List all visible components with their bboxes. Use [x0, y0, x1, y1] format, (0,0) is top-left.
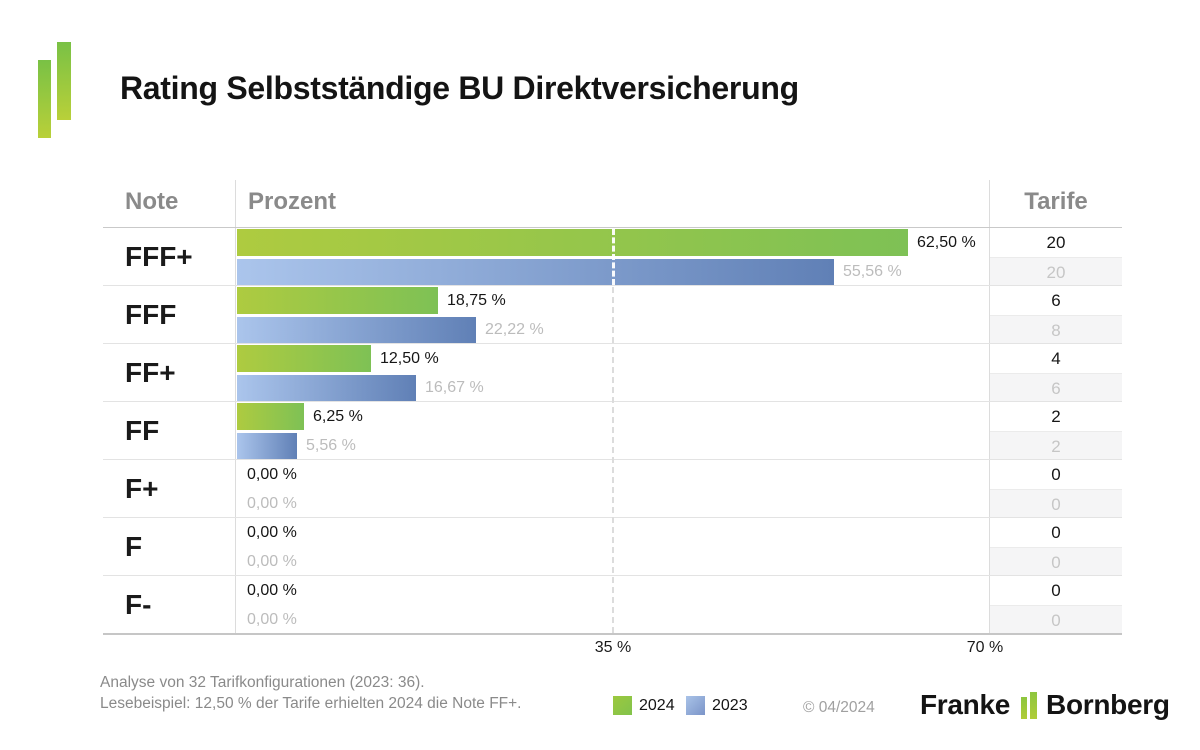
brand-logo-bar-icon [38, 60, 51, 138]
footnote-analysis: Analyse von 32 Tarifkonfigurationen (202… [100, 674, 425, 691]
tarife-cell-2023: 0 [990, 547, 1122, 576]
brand-word-bornberg: Bornberg [1046, 689, 1170, 720]
row-group-FFF+: FFF+ 62,50 % 20 55,56 % 20 [100, 228, 1122, 286]
bar-2023 [237, 259, 834, 285]
tarife-cell-2023: 20 [990, 257, 1122, 286]
gridline-35pct-over-bars [612, 229, 615, 285]
x-axis-tick: 35 % [594, 639, 632, 656]
column-divider [235, 180, 236, 634]
copyright-text: © 04/2024 [803, 699, 875, 716]
bar-label-2023: 16,67 % [425, 379, 484, 396]
bar-2023 [237, 433, 297, 459]
bar-2024 [237, 345, 371, 372]
bar-2024 [237, 403, 304, 430]
note-label: F+ [125, 473, 159, 504]
row-group-F+: F+ 0,00 % 0 0,00 % 0 [100, 460, 1122, 518]
note-label: F [125, 531, 143, 562]
bar-label-2023: 0,00 % [247, 553, 297, 570]
row-group-F: F 0,00 % 0 0,00 % 0 [100, 518, 1122, 576]
note-label: F- [125, 589, 152, 620]
row-group-FF: FF 6,25 % 2 5,56 % 2 [100, 402, 1122, 460]
legend-label-2024: 2024 [639, 697, 675, 714]
rating-table: Note Prozent Tarife FFF+ 62,50 % 20 55,56 %… [100, 180, 1122, 635]
bar-label-2024: 0,00 % [247, 582, 297, 599]
bar-2023 [237, 375, 416, 401]
bar-label-2024: 0,00 % [247, 524, 297, 541]
tarife-cell-2024: 20 [990, 228, 1122, 257]
bar-label-2024: 62,50 % [917, 234, 976, 251]
tarife-cell-2024: 6 [990, 286, 1122, 315]
note-label: FFF+ [125, 241, 193, 272]
row-separator [103, 285, 1122, 286]
bar-label-2023: 0,00 % [247, 611, 297, 628]
row-group-FFF: FFF 18,75 % 6 22,22 % 8 [100, 286, 1122, 344]
bar-2024 [237, 287, 438, 314]
note-label: FFF [125, 299, 177, 330]
tarife-cell-2024: 0 [990, 576, 1122, 605]
bar-label-2023: 55,56 % [843, 263, 902, 280]
legend-label-2023: 2023 [712, 697, 748, 714]
tarife-cell-2023: 2 [990, 431, 1122, 460]
tarife-cell-2023: 6 [990, 373, 1122, 402]
bar-2023 [237, 317, 476, 343]
bar-label-2023: 0,00 % [247, 495, 297, 512]
brand-logo-bars-icon [1019, 688, 1041, 722]
column-header-prozent: Prozent [248, 188, 337, 215]
brand-word-franke: Franke [920, 689, 1011, 720]
note-label: FF+ [125, 357, 176, 388]
bar-label-2024: 12,50 % [380, 350, 439, 367]
note-label: FF [125, 415, 160, 446]
bar-label-2024: 6,25 % [313, 408, 363, 425]
legend-swatch-2023 [686, 696, 705, 715]
column-header-note: Note [125, 188, 179, 215]
footnote-example: Lesebeispiel: 12,50 % der Tarife erhielt… [100, 695, 522, 712]
page-title: Rating Selbstständige BU Direktversicher… [120, 70, 799, 106]
header-divider [103, 227, 1122, 228]
tarife-cell-2024: 0 [990, 518, 1122, 547]
column-divider [989, 180, 990, 634]
franke-bornberg-logo: Franke Bornberg [920, 687, 1170, 723]
tarife-cell-2024: 2 [990, 402, 1122, 431]
row-group-FF+: FF+ 12,50 % 4 16,67 % 6 [100, 344, 1122, 402]
bar-2024 [237, 229, 908, 256]
tarife-cell-2024: 0 [990, 460, 1122, 489]
legend-swatch-2024 [613, 696, 632, 715]
bar-label-2024: 0,00 % [247, 466, 297, 483]
gridline-35pct [612, 287, 614, 633]
row-group-F-: F- 0,00 % 0 0,00 % 0 [100, 576, 1122, 634]
bar-label-2024: 18,75 % [447, 292, 506, 309]
bar-label-2023: 5,56 % [306, 437, 356, 454]
column-header-tarife: Tarife [1024, 188, 1088, 215]
x-axis-tick: 70 % [966, 639, 1004, 656]
bar-label-2023: 22,22 % [485, 321, 544, 338]
tarife-cell-2023: 8 [990, 315, 1122, 344]
tarife-cell-2023: 0 [990, 489, 1122, 518]
tarife-cell-2024: 4 [990, 344, 1122, 373]
table-bottom-border [103, 633, 1122, 635]
table-rows: FFF+ 62,50 % 20 55,56 % 20 FFF 18,75 % 6 22,22 %… [100, 180, 1122, 635]
tarife-cell-2023: 0 [990, 605, 1122, 634]
brand-logo-bar-icon [57, 42, 71, 120]
